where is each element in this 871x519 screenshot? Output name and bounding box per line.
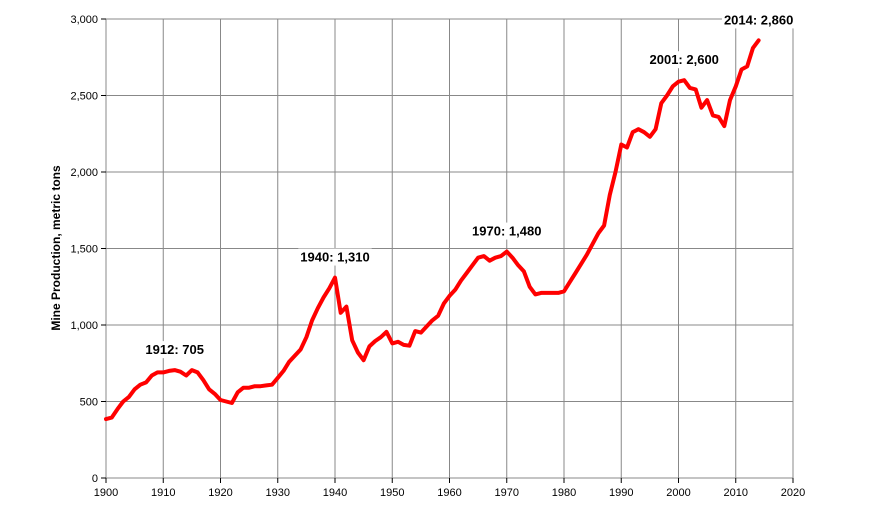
y-axis-label: Mine Production, metric tons <box>49 165 63 331</box>
x-tick-label: 1910 <box>151 487 175 499</box>
annotation-background <box>143 341 206 359</box>
x-tick-label: 2000 <box>666 487 690 499</box>
y-axis-ticks: 0 500 1,000 1,500 2,000 2,500 3,000 <box>70 14 106 485</box>
x-tick-label: 1990 <box>609 487 633 499</box>
annotations: 1912: 705 1940: 1,310 1970: 1,480 2001: 2,6… <box>143 11 796 359</box>
x-tick-label: 2010 <box>724 487 748 499</box>
annotation-label: 1970: 1,480 <box>472 224 541 239</box>
x-tick-label: 2020 <box>781 487 805 499</box>
x-tick-label: 1980 <box>552 487 576 499</box>
annotation-label: 2014: 2,860 <box>724 12 793 27</box>
annotation-label: 1940: 1,310 <box>300 250 369 265</box>
y-tick-label: 1,500 <box>70 244 98 256</box>
x-axis-ticks: 1900 1910 1920 1930 1940 1950 1960 1970 1980 1990… <box>94 478 805 499</box>
annotation-label: 1912: 705 <box>145 342 204 357</box>
annotation-label: 2001: 2,600 <box>650 52 719 67</box>
y-tick-label: 2,500 <box>70 91 98 103</box>
x-tick-label: 1920 <box>208 487 232 499</box>
annotation-background <box>721 11 796 29</box>
x-tick-label: 1900 <box>94 487 118 499</box>
y-tick-label: 3,000 <box>70 14 98 26</box>
annotation-background <box>647 51 721 69</box>
x-tick-label: 1960 <box>437 487 461 499</box>
x-tick-label: 1930 <box>266 487 290 499</box>
y-tick-label: 0 <box>92 473 98 485</box>
y-tick-label: 1,000 <box>70 320 98 332</box>
y-tick-label: 500 <box>80 397 98 409</box>
x-tick-label: 1950 <box>380 487 404 499</box>
annotation-background <box>470 222 544 240</box>
grid-lines <box>105 18 794 479</box>
x-tick-label: 1940 <box>323 487 347 499</box>
series-line <box>104 38 761 422</box>
x-tick-label: 1970 <box>495 487 519 499</box>
y-tick-label: 2,000 <box>70 167 98 179</box>
annotation-background <box>298 248 372 266</box>
